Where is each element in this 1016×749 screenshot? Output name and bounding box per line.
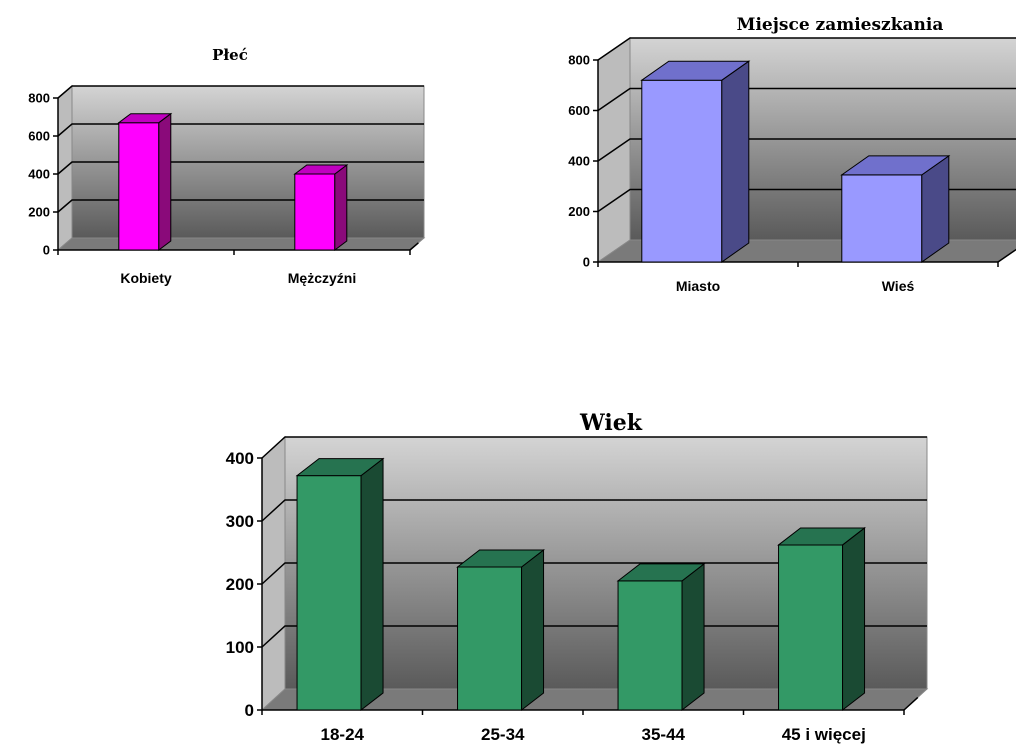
plot-floor <box>56 237 426 251</box>
gridline <box>261 436 927 459</box>
bar-top <box>456 549 546 568</box>
y-tick-label: 400 <box>568 154 590 169</box>
bar-side <box>334 164 348 251</box>
y-tick-label: 200 <box>568 204 590 219</box>
x-axis-end <box>903 696 919 711</box>
y-tick-label: 200 <box>28 205 50 220</box>
category-label: Miasto <box>676 278 720 294</box>
bar <box>294 173 336 251</box>
bar <box>296 475 362 711</box>
bar-side <box>521 548 545 712</box>
bar-top <box>295 458 385 477</box>
bar <box>841 174 923 263</box>
category-label: 45 i więcej <box>782 725 866 744</box>
chart-title: Wiek <box>579 410 643 436</box>
gridline <box>261 499 927 522</box>
gridline <box>261 625 927 648</box>
category-label: 25-34 <box>481 725 525 744</box>
chart-wiek: 0 100 200 300 400 18-24 25-34 35-44 45 i więcej W… <box>226 410 929 744</box>
bar-side <box>360 457 384 712</box>
bar <box>617 580 683 711</box>
category-label: Kobiety <box>120 270 172 286</box>
bar-top <box>777 527 867 546</box>
bar-top <box>117 113 173 124</box>
category-label: Mężczyźni <box>288 270 356 286</box>
bar-side <box>721 60 750 263</box>
category-label: 18-24 <box>321 725 365 744</box>
bar-top <box>840 155 951 176</box>
bar <box>641 79 723 263</box>
category-label: 35-44 <box>642 725 686 744</box>
y-tick-label: 600 <box>568 103 590 118</box>
y-tick-label: 600 <box>28 129 50 144</box>
y-tick-label: 400 <box>226 449 254 468</box>
gridline <box>57 85 424 99</box>
y-tick-label: 400 <box>28 167 50 182</box>
chart-title: Płeć <box>212 46 248 64</box>
gridline <box>57 161 424 175</box>
x-axis-end <box>409 242 419 251</box>
gridline <box>597 138 1016 162</box>
chart-plec: 0 200 400 600 800 Kobiety Mężczyźni Płeć <box>28 46 426 286</box>
bar <box>457 566 523 711</box>
bar-top <box>616 563 706 582</box>
y-tick-label: 300 <box>226 512 254 531</box>
y-tick-label: 800 <box>28 91 50 106</box>
bar-top <box>640 60 751 81</box>
bar-side <box>158 112 172 251</box>
x-axis-end <box>997 248 1016 263</box>
y-tick-label: 100 <box>226 638 254 657</box>
gridline <box>261 562 927 585</box>
bar-top <box>293 164 349 175</box>
gridline <box>597 37 1016 61</box>
y-tick-label: 800 <box>568 53 590 68</box>
bar-side <box>842 526 866 712</box>
bar <box>778 544 844 711</box>
y-tick-label: 0 <box>245 701 254 720</box>
bar <box>118 122 160 251</box>
y-tick-label: 200 <box>226 575 254 594</box>
category-label: Wieś <box>882 278 915 294</box>
y-tick-label: 0 <box>583 255 590 270</box>
gridline <box>57 123 424 137</box>
chart-miejsce: 0 200 400 600 800 Miasto Wieś Miejsce zamieszka… <box>568 15 1016 294</box>
y-tick-label: 0 <box>43 243 50 258</box>
gridline <box>597 87 1016 112</box>
chart-title: Miejsce zamieszkania <box>737 15 944 35</box>
bar-side <box>681 562 705 712</box>
